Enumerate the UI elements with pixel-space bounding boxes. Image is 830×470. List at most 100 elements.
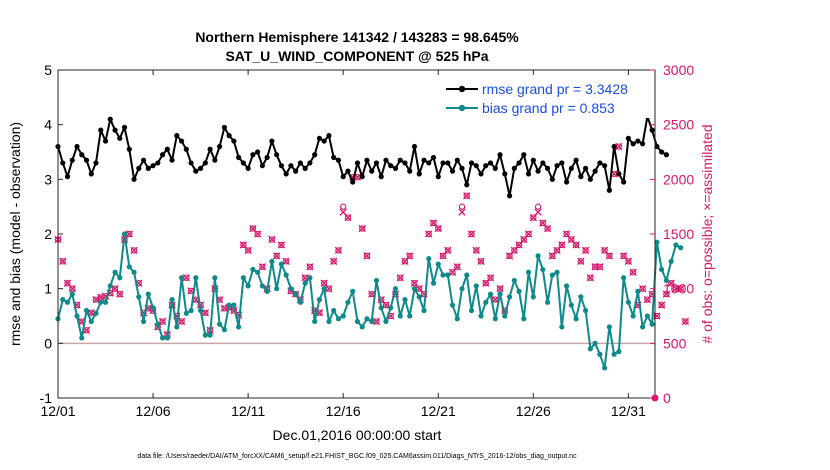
rmse-series-point: [326, 133, 332, 139]
y-tick-label: 4: [44, 117, 52, 133]
obs-possible-marker: [530, 214, 537, 221]
obs-assimilated-marker: [363, 252, 371, 260]
obs-assimilated-marker: [558, 241, 566, 249]
bias-series-point: [283, 272, 289, 278]
rmse-series-point: [506, 193, 513, 199]
rmse-series-point: [307, 160, 313, 166]
rmse-series-point: [549, 176, 555, 182]
rmse-series-point: [178, 138, 185, 144]
bias-series-point: [378, 305, 384, 311]
bias-series-point: [559, 324, 565, 330]
rmse-series-point: [293, 168, 299, 174]
rmse-series-point: [236, 154, 242, 161]
y-tick-label: 3: [44, 171, 52, 187]
obs-possible-marker: [468, 230, 475, 238]
bias-series-point: [616, 348, 622, 355]
rmse-series-point: [193, 168, 199, 174]
rmse-series-point: [383, 157, 389, 163]
rmse-series-point: [502, 171, 508, 177]
obs-possible-marker: [487, 274, 494, 281]
bias-series-point: [202, 332, 208, 338]
bias-series-point: [525, 269, 532, 275]
x-tick-label: 12/16: [326, 403, 361, 419]
chart-title-line2: SAT_U_WIND_COMPONENT @ 525 hPa: [225, 48, 488, 64]
obs-possible-marker: [492, 296, 499, 303]
rmse-series-point: [183, 146, 189, 152]
obs-possible-marker: [240, 241, 247, 249]
rmse-series-point: [297, 160, 304, 166]
bias-series-point: [606, 324, 612, 330]
obs-assimilated-marker: [629, 268, 637, 276]
rmse-series-point: [426, 160, 432, 166]
x-tick-label: 12/01: [40, 403, 75, 419]
bias-series-point: [207, 332, 213, 338]
obs-assimilated-marker: [253, 230, 262, 238]
bias-series-point: [288, 286, 294, 292]
rmse-series-line: [57, 115, 667, 197]
rmse-series-point: [459, 165, 465, 171]
rmse-series-point: [136, 165, 142, 171]
bias-series-point: [64, 299, 71, 305]
bias-series-point: [140, 318, 147, 325]
rmse-series-point: [340, 174, 346, 180]
obs-possible-marker: [202, 309, 209, 316]
obs-assimilated-marker: [396, 274, 404, 282]
bias-series-point: [459, 286, 465, 292]
obs-possible-marker: [511, 247, 518, 254]
obs-possible-marker: [159, 318, 166, 325]
rmse-series-point: [511, 165, 517, 171]
obs-possible-marker: [558, 241, 565, 249]
rmse-series-point: [587, 176, 593, 182]
bias-series-point: [174, 324, 180, 330]
bias-series-point: [112, 269, 118, 275]
rmse-series-point: [255, 149, 261, 155]
rmse-series-point: [530, 157, 536, 163]
obs-possible-marker: [335, 247, 342, 254]
rmse-series-point: [74, 143, 80, 150]
obs-assimilated-marker: [524, 230, 533, 238]
obs-possible-marker: [254, 230, 261, 238]
bias-series-point: [145, 291, 151, 297]
rmse-series-point: [102, 138, 109, 144]
legend-rmse-label: rmse grand pr = 3.3428: [482, 81, 628, 97]
bias-series-point: [487, 291, 494, 297]
obs-assimilated-marker: [158, 317, 167, 326]
obs-possible-marker: [382, 301, 390, 309]
bias-series-point: [411, 286, 418, 292]
obs-possible-marker: [249, 225, 257, 232]
rmse-series-point: [217, 143, 223, 150]
rmse-series-point: [278, 163, 284, 169]
obs-possible-marker: [606, 252, 613, 260]
obs-assimilated-marker: [562, 230, 571, 238]
obs-possible-marker: [449, 269, 456, 276]
rmse-series-point: [155, 160, 161, 166]
rmse-series-point: [592, 168, 598, 174]
obs-possible-marker: [534, 203, 542, 210]
obs-assimilated-marker: [425, 230, 433, 238]
bias-series-point: [217, 321, 223, 327]
obs-possible-marker: [283, 258, 290, 265]
obs-possible-marker: [435, 225, 442, 232]
obs-assimilated-marker: [258, 263, 267, 271]
bias-series-point: [430, 280, 437, 286]
rmse-series-point: [364, 157, 370, 163]
obs-possible-marker: [430, 219, 437, 227]
obs-assimilated-marker: [220, 304, 229, 313]
bias-series-point: [440, 272, 446, 278]
bias-series-point: [478, 313, 484, 319]
y2-tick-label: 1000: [663, 281, 694, 297]
obs-assimilated-marker: [368, 290, 376, 298]
rmse-series-point: [231, 138, 237, 144]
bias-series-point: [221, 327, 227, 333]
rmse-series-point: [159, 152, 166, 158]
bias-series-point: [644, 313, 650, 319]
rmse-series-point: [630, 141, 636, 147]
obs-possible-marker: [539, 219, 546, 227]
bias-series-point: [592, 340, 598, 346]
bias-series-point: [587, 346, 593, 352]
rmse-series-point: [107, 116, 113, 122]
rmse-series-point: [269, 138, 275, 144]
rmse-series-point: [421, 157, 427, 163]
bias-series-point: [544, 299, 551, 305]
bias-series-point: [497, 291, 503, 297]
